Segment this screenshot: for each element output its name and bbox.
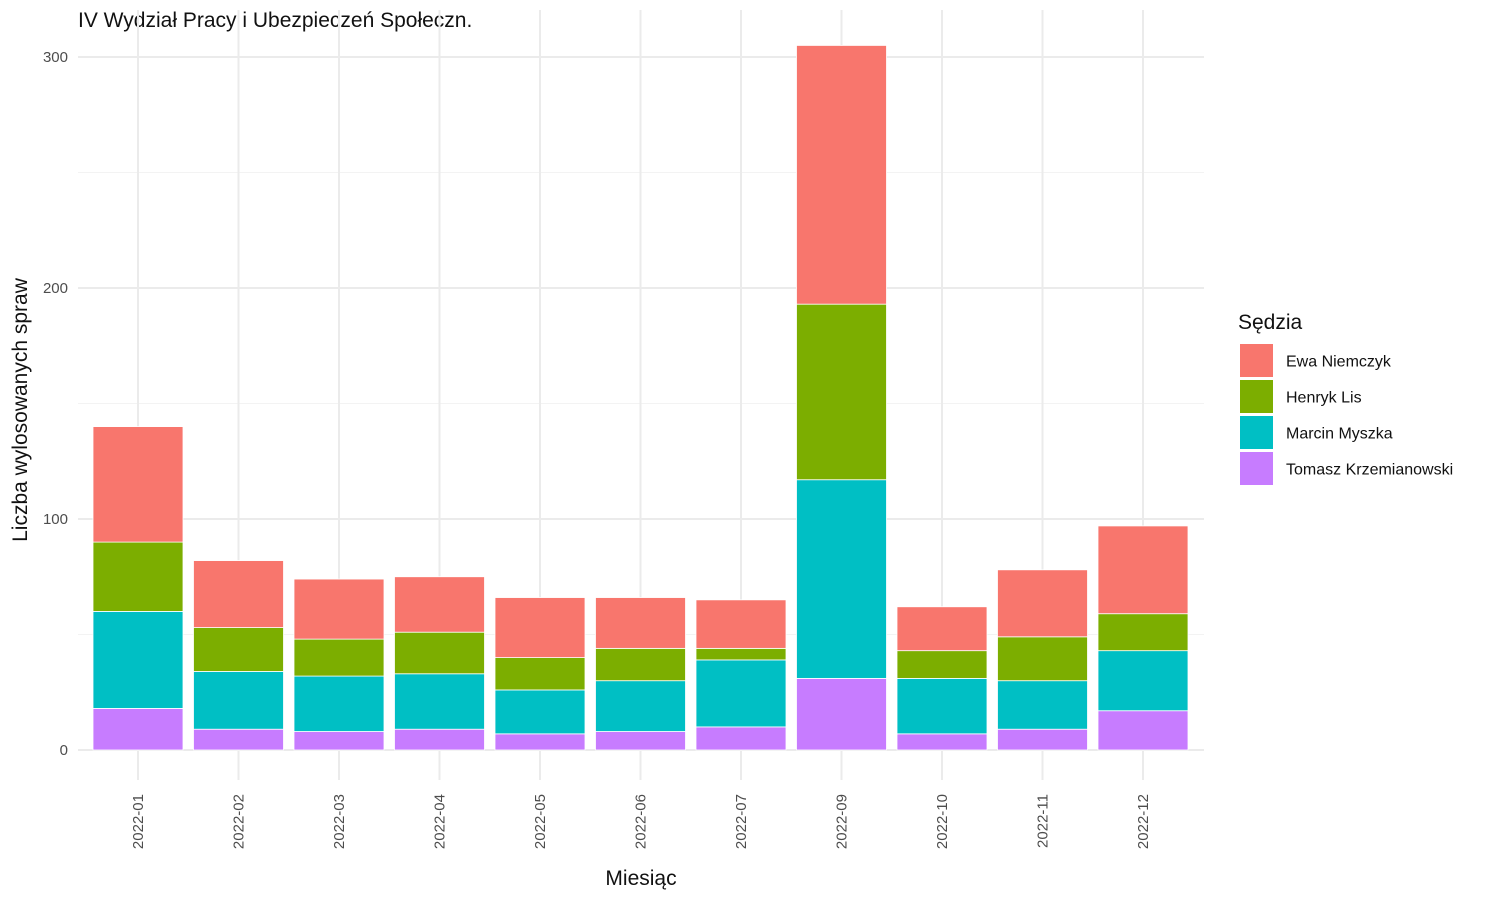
x-axis-ticks: 2022-01 2022-02 2022-03 2022-04 2022-05 2022-…	[130, 794, 1152, 849]
bar-segment	[997, 728, 1088, 751]
bar-segment	[997, 636, 1088, 682]
y-axis-ticks: 0 100 200 300	[43, 49, 68, 759]
bar-segment	[293, 638, 385, 677]
bar-segment	[896, 650, 988, 679]
legend-key	[1240, 452, 1273, 485]
bar-segment	[595, 597, 686, 649]
bar-segment	[193, 728, 284, 751]
x-tick-label: 2022-05	[532, 794, 549, 849]
bar-segment	[92, 708, 184, 751]
bar-segment	[695, 726, 787, 751]
bar-segment	[997, 680, 1088, 730]
y-tick-label: 100	[43, 511, 68, 528]
legend-label: Marcin Myszka	[1286, 426, 1393, 443]
bar-segment	[293, 675, 385, 732]
bar-segment	[595, 680, 686, 732]
x-tick-label: 2022-04	[432, 794, 449, 849]
x-tick-label: 2022-12	[1135, 794, 1152, 849]
bar-segment	[394, 576, 485, 633]
bar-segment	[193, 627, 284, 672]
x-tick-label: 2022-06	[633, 794, 650, 849]
bar-segment	[293, 578, 385, 640]
bar-segment	[1097, 650, 1189, 712]
y-tick-label: 300	[43, 49, 68, 66]
legend-label: Tomasz Krzemianowski	[1286, 462, 1453, 479]
legend-title: Sędzia	[1238, 311, 1303, 334]
bar-segment	[695, 659, 787, 728]
bar-segment	[92, 426, 184, 543]
legend-label: Ewa Niemczyk	[1286, 354, 1392, 371]
bar-segment	[193, 671, 284, 730]
bar-segment	[1097, 525, 1189, 615]
bar-segment	[796, 45, 887, 305]
bar-segment	[494, 733, 586, 751]
chart-title: IV Wydział Pracy i Ubezpieczeń Społeczn.	[78, 9, 472, 32]
x-tick-label: 2022-09	[834, 794, 851, 849]
bar-segment	[796, 303, 887, 481]
legend: Sędzia Ewa Niemczyk Henryk Lis Marcin Mysz…	[1238, 311, 1453, 485]
bar-segment	[394, 631, 485, 675]
bar-segment	[293, 731, 385, 751]
bar-segment	[695, 647, 787, 661]
bar-segment	[1097, 710, 1189, 751]
bar-segment	[394, 728, 485, 751]
y-tick-label: 0	[60, 742, 68, 759]
legend-label: Henryk Lis	[1286, 390, 1362, 407]
bar-segment	[92, 611, 184, 709]
bar-segment	[494, 689, 586, 735]
bars	[92, 45, 1189, 751]
bar-segment	[997, 569, 1088, 638]
bar-segment	[796, 677, 887, 751]
bar-segment	[1097, 613, 1189, 652]
x-tick-label: 2022-01	[130, 794, 147, 849]
bar-segment	[595, 647, 686, 682]
bar-segment	[193, 560, 284, 628]
x-tick-label: 2022-11	[1035, 794, 1052, 848]
bar-segment	[394, 673, 485, 730]
x-axis-title: Miesiąc	[605, 867, 676, 890]
bar-segment	[494, 597, 586, 658]
bar-segment	[695, 599, 787, 649]
legend-key	[1240, 344, 1273, 377]
x-tick-label: 2022-03	[331, 794, 348, 849]
bar-segment	[92, 541, 184, 612]
bar-segment	[494, 657, 586, 691]
bar-segment	[896, 606, 988, 652]
bar-segment	[896, 677, 988, 735]
x-tick-label: 2022-10	[934, 794, 951, 849]
y-axis-title: Liczba wylosowanych spraw	[9, 277, 32, 542]
bar-segment	[896, 733, 988, 751]
x-tick-label: 2022-07	[733, 794, 750, 849]
bar-segment	[796, 479, 887, 679]
legend-key	[1240, 380, 1273, 413]
x-tick-label: 2022-02	[231, 794, 248, 849]
y-tick-label: 200	[43, 280, 68, 297]
legend-key	[1240, 416, 1273, 449]
bar-segment	[595, 731, 686, 751]
